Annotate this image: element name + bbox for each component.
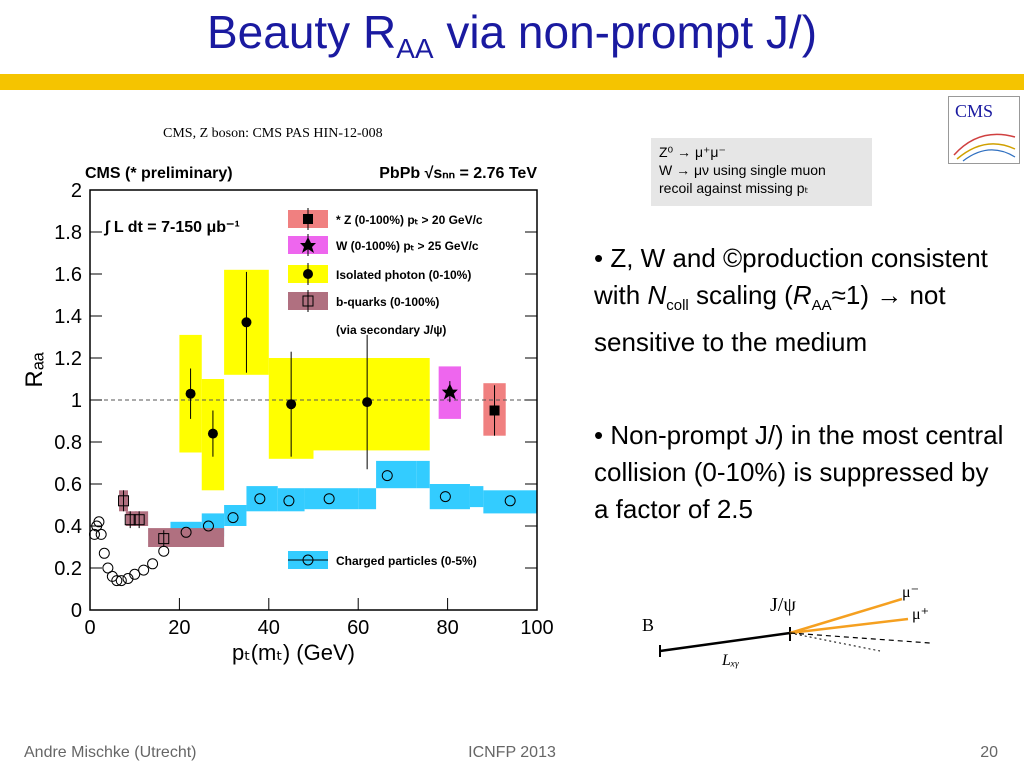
charged-particle-syst-band xyxy=(483,490,537,514)
y-tick-label: 0.4 xyxy=(54,516,82,538)
charged-particle-syst-band xyxy=(469,486,484,508)
data-point-4 xyxy=(504,495,516,507)
legend-marker xyxy=(303,214,313,224)
data-point-4 xyxy=(158,545,170,557)
footer-page-number: 20 xyxy=(980,744,998,761)
footer-conference: ICNFP 2013 xyxy=(468,744,556,761)
data-point-4 xyxy=(381,470,393,482)
mu-plus-label: μ⁺ xyxy=(912,606,929,623)
data-point-3 xyxy=(158,533,170,545)
data-point-2 xyxy=(185,388,196,399)
data-point-4 xyxy=(138,564,150,576)
legend-entry: b-quarks (0-100%) xyxy=(336,295,439,309)
legend-note: (via secondary J/ψ) xyxy=(336,323,446,337)
data-point-2 xyxy=(286,399,297,410)
charged-particle-syst-band xyxy=(224,505,247,526)
data-point-4 xyxy=(180,526,192,538)
charged-particle-syst-band xyxy=(429,484,470,510)
data-point-4 xyxy=(254,493,266,505)
footer-author: Andre Mischke (Utrecht) xyxy=(24,744,197,761)
data-point-1 xyxy=(441,383,458,400)
data-point-4 xyxy=(323,493,335,505)
legend-entry: Charged particles (0-5%) xyxy=(336,554,477,568)
x-tick-label: 20 xyxy=(168,617,190,639)
data-point-4 xyxy=(129,568,141,580)
legend-entry: Isolated photon (0-10%) xyxy=(336,268,471,282)
b-meson-label: B xyxy=(642,615,654,635)
x-tick-label: 60 xyxy=(347,617,369,639)
charged-particle-syst-band xyxy=(358,488,377,510)
y-tick-label: 0.8 xyxy=(54,432,82,454)
legend-marker xyxy=(302,295,314,307)
legend-marker xyxy=(303,269,313,279)
charged-particle-syst-band xyxy=(304,488,359,510)
legend-marker xyxy=(302,554,314,566)
data-point-4 xyxy=(98,547,110,559)
charged-particle-syst-band xyxy=(246,486,278,512)
y-tick-label: 0.2 xyxy=(54,558,82,580)
data-point-4 xyxy=(115,575,127,587)
data-point-4 xyxy=(439,491,451,503)
data-point-2 xyxy=(362,397,373,408)
bullet-z-w-gamma: • Z, W and ©production consistent with N… xyxy=(594,243,988,358)
cms-logo: CMS xyxy=(948,96,1020,164)
y-axis-label: Rₐₐ xyxy=(21,351,48,387)
syst-box-3 xyxy=(134,511,149,526)
x-axis-label: pₜ(mₜ) (GeV) xyxy=(232,640,355,665)
y-tick-label: 0.6 xyxy=(54,474,82,496)
data-point-3 xyxy=(133,514,145,526)
legend-entry: W (0-100%) pₜ > 25 GeV/c xyxy=(336,239,479,253)
data-point-0 xyxy=(489,405,500,416)
data-point-2 xyxy=(207,428,218,439)
charged-particle-syst-band xyxy=(416,460,430,489)
x-tick-label: 40 xyxy=(258,617,280,639)
data-point-4 xyxy=(93,516,105,528)
slide-title: Beauty RAA via non-prompt J/) xyxy=(206,6,818,64)
data-point-4 xyxy=(95,528,107,540)
y-tick-label: 1.8 xyxy=(54,222,82,244)
x-tick-label: 100 xyxy=(520,617,553,639)
data-point-4 xyxy=(202,520,214,532)
legend-entry: * Z (0-100%) pₜ > 20 GeV/c xyxy=(336,213,483,227)
chart-header-right: PbPb √sₙₙ = 2.76 TeV xyxy=(379,165,537,182)
data-point-2 xyxy=(241,317,252,328)
mu-minus-label: μ⁻ xyxy=(902,585,919,601)
luminosity-label: ∫ L dt = 7-150 μb⁻¹ xyxy=(103,219,240,236)
data-point-3 xyxy=(124,514,136,526)
x-tick-label: 80 xyxy=(436,617,458,639)
y-tick-label: 1 xyxy=(71,390,82,412)
y-tick-label: 1.2 xyxy=(54,348,82,370)
chart-header-left: CMS (* preliminary) xyxy=(85,165,233,182)
x-tick-label: 0 xyxy=(84,617,95,639)
data-point-4 xyxy=(147,558,159,570)
lxy-label: Lₓᵧ xyxy=(721,652,739,669)
charged-particle-syst-band xyxy=(277,488,305,512)
y-tick-label: 0 xyxy=(71,600,82,622)
note-box: Z⁰ → μ⁺μ⁻ W → μν using single muon recoi… xyxy=(651,138,872,206)
y-tick-label: 1.4 xyxy=(54,306,82,328)
data-point-3 xyxy=(118,495,130,507)
legend-marker xyxy=(300,237,316,253)
data-source-caption: CMS, Z boson: CMS PAS HIN-12-008 xyxy=(163,126,383,141)
jpsi-label: J/ψ xyxy=(770,594,796,616)
bullet-non-prompt-jpsi: • Non-prompt J/) in the most central col… xyxy=(594,420,1004,524)
data-point-4 xyxy=(111,575,123,587)
syst-box-3 xyxy=(125,511,137,526)
y-tick-label: 2 xyxy=(71,180,82,202)
raa-chart: 00.20.40.60.811.21.41.61.820 20 40 60 80 100p… xyxy=(21,165,554,665)
data-point-4 xyxy=(227,512,239,524)
data-point-4 xyxy=(102,562,114,574)
b-decay-diagram: B J/ψ μ⁻ μ⁺ Lₓᵧ xyxy=(642,585,931,669)
title-underline xyxy=(0,74,1024,90)
data-point-4 xyxy=(283,495,295,507)
y-tick-label: 1.6 xyxy=(54,264,82,286)
